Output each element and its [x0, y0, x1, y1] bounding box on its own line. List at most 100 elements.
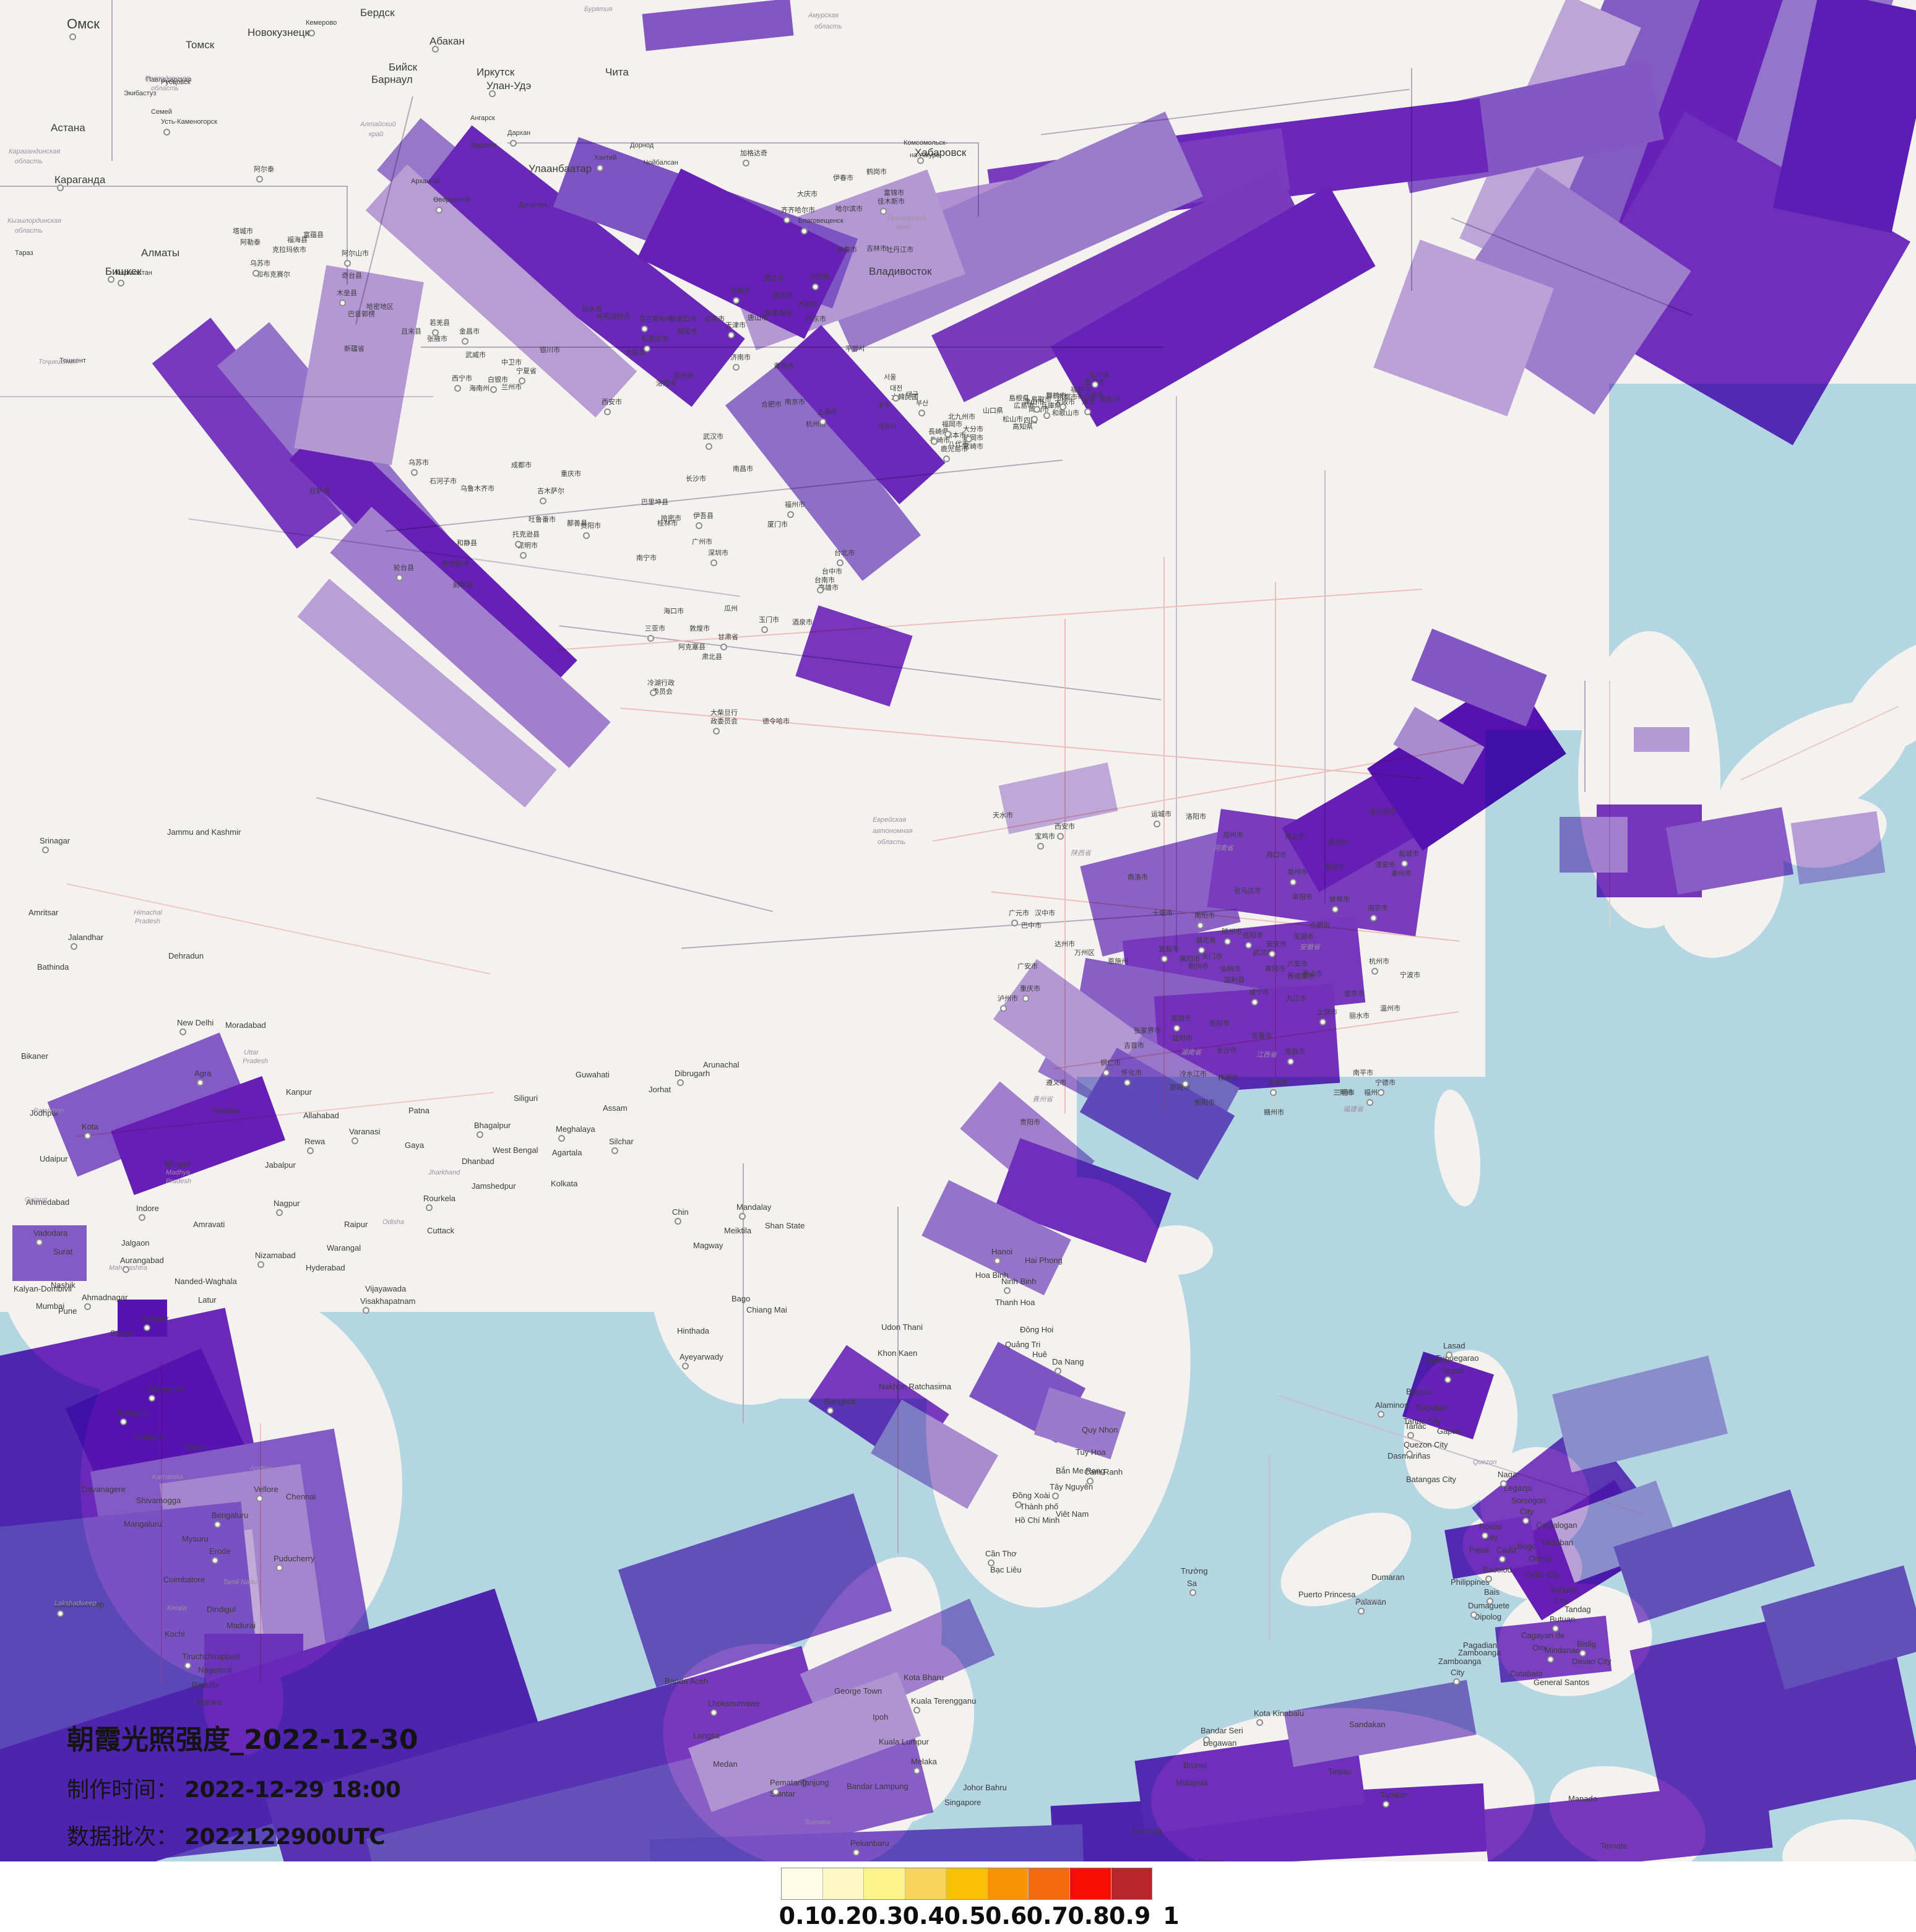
- map-label: Tawau: [1328, 1767, 1352, 1776]
- map-label: 三亚市: [645, 624, 665, 632]
- city-marker: [1370, 915, 1377, 921]
- map-label: 酒泉市: [792, 618, 813, 626]
- map-label: Ipoh: [873, 1712, 889, 1722]
- map-label: 轮台县: [394, 564, 414, 572]
- colorbar-legend: 0.1 0.2 0.3 0.4 0.5 0.6 0.7 0.8 0.9 1: [779, 1868, 1180, 1932]
- map-label: Assam: [603, 1103, 628, 1113]
- map-label: 三明市: [1333, 1089, 1353, 1097]
- city-marker: [892, 395, 899, 402]
- region-label: Карагандинская: [9, 148, 61, 155]
- city-marker: [728, 332, 735, 339]
- map-label: Bandar Seri: [1201, 1726, 1243, 1735]
- map-label: Badulla: [192, 1680, 219, 1689]
- city-marker: [1446, 1352, 1452, 1358]
- colorbar-tick-0.4: 0.4: [902, 1902, 944, 1930]
- map-label: Patna: [408, 1106, 429, 1115]
- map-label: 石家庄市: [641, 335, 668, 343]
- map-label: 恩施州: [1108, 957, 1128, 965]
- map-label: Mangaluru: [124, 1519, 162, 1529]
- map-label: Quezon City: [1404, 1440, 1448, 1449]
- city-marker: [611, 1147, 618, 1154]
- map-label: Kalyan-Dombivli: [14, 1284, 72, 1293]
- map-label: Naga: [1498, 1470, 1517, 1479]
- map-label: 四国: [1024, 416, 1037, 425]
- map-label: 委员会: [652, 688, 673, 696]
- colorbar-swatches: [781, 1868, 1152, 1900]
- map-label: Surigao: [1550, 1585, 1577, 1594]
- city-marker: [520, 552, 527, 559]
- map-label: 亳州市: [1287, 868, 1308, 876]
- map-label: 锦州市: [772, 291, 793, 300]
- region-label: область: [814, 23, 842, 30]
- map-label: George Town: [834, 1686, 882, 1696]
- map-label: 蚌埠市: [1329, 895, 1350, 903]
- map-label: Amravati: [193, 1220, 225, 1229]
- map-label: 제주시: [878, 423, 897, 431]
- region-label: 河南省: [1213, 845, 1233, 852]
- map-label: Dumaran: [1371, 1572, 1405, 1582]
- map-label: Ahmedabad: [26, 1197, 70, 1207]
- city-marker: [696, 522, 702, 529]
- region-label: область: [878, 839, 905, 846]
- map-label: Allahabad: [303, 1111, 339, 1120]
- map-label: 丽水市: [1349, 1012, 1370, 1020]
- map-label: Banda Aceh: [665, 1676, 709, 1686]
- map-label: Alaminos: [1375, 1400, 1409, 1410]
- map-label: Tuy Hoa: [1076, 1447, 1106, 1457]
- city-marker: [739, 1213, 746, 1220]
- map-label: Manado: [1568, 1794, 1597, 1803]
- colorbar-tick-0.5: 0.5: [944, 1902, 986, 1930]
- map-label: Jammu and Kashmir: [167, 827, 241, 837]
- map-label: Tarakan: [1380, 1790, 1409, 1800]
- map-label: Kolkata: [551, 1179, 578, 1188]
- map-label: 徐州市: [1328, 839, 1349, 847]
- colorbar-swatch-2: [822, 1868, 865, 1899]
- city-marker: [817, 587, 824, 593]
- map-label: 赤峰市: [730, 287, 751, 295]
- map-label: 连云港市: [1369, 808, 1396, 816]
- map-label: 和静县: [457, 539, 477, 547]
- map-label: 万州区: [1074, 949, 1095, 957]
- map-label: Tiruchchirappalli: [182, 1652, 241, 1661]
- city-marker: [1378, 1089, 1384, 1096]
- map-label: 呼和浩特市: [597, 313, 631, 321]
- city-marker: [918, 410, 925, 416]
- map-label: Dibrugarh: [675, 1069, 710, 1078]
- map-label: Kuala Terengganu: [911, 1696, 977, 1706]
- city-marker: [212, 1557, 218, 1564]
- created-time-label: 制作时间：: [67, 1777, 179, 1803]
- map-label: 吉林市: [866, 244, 887, 252]
- map-label: 宝鸡市: [1035, 832, 1055, 840]
- map-label: Visakhapatnam: [360, 1296, 416, 1306]
- city-marker: [396, 574, 403, 581]
- map-label: 哈尔滨市: [835, 205, 863, 213]
- map-label: 怀化市: [1121, 1069, 1142, 1077]
- city-marker-layer: [36, 30, 1586, 1856]
- map-label: Arunachal: [703, 1060, 740, 1069]
- map-label: Tandag: [1564, 1605, 1591, 1614]
- map-label: Quy Nhon: [1082, 1425, 1118, 1434]
- map-label: Magway: [693, 1241, 723, 1250]
- map-label: Agartala: [552, 1148, 582, 1157]
- map-label: 厦门市: [767, 520, 788, 528]
- map-label: Catbalogan: [1536, 1520, 1577, 1530]
- map-canvas[interactable]: Омск Новокузнецк Бердск Абакан Томск Барнаул К…: [0, 0, 1916, 1861]
- map-label: 巴音郭楞: [348, 310, 375, 318]
- colorbar-tick-labels: 0.1 0.2 0.3 0.4 0.5 0.6 0.7 0.8 0.9 1: [779, 1902, 1180, 1932]
- map-label: 肃北县: [702, 653, 722, 661]
- map-label: Bathinda: [37, 962, 69, 972]
- colorbar-tick-1: 1: [1163, 1902, 1180, 1930]
- region-label: Еврейская: [873, 816, 907, 824]
- map-label: 阜阳市: [1292, 893, 1313, 901]
- map-label: Medan: [713, 1759, 738, 1769]
- city-marker: [1022, 995, 1029, 1002]
- map-label: Bạc Liêu: [990, 1565, 1022, 1574]
- map-label: Cadiz: [1496, 1545, 1517, 1555]
- city-marker: [1256, 1719, 1263, 1726]
- map-label: Siliguri: [514, 1093, 538, 1103]
- city-marker: [1057, 833, 1064, 840]
- map-label: 南阳市: [1194, 912, 1215, 920]
- map-label: Vijayapura: [146, 1384, 184, 1394]
- city-marker: [1358, 1608, 1365, 1615]
- map-label: Cuttack: [427, 1226, 455, 1235]
